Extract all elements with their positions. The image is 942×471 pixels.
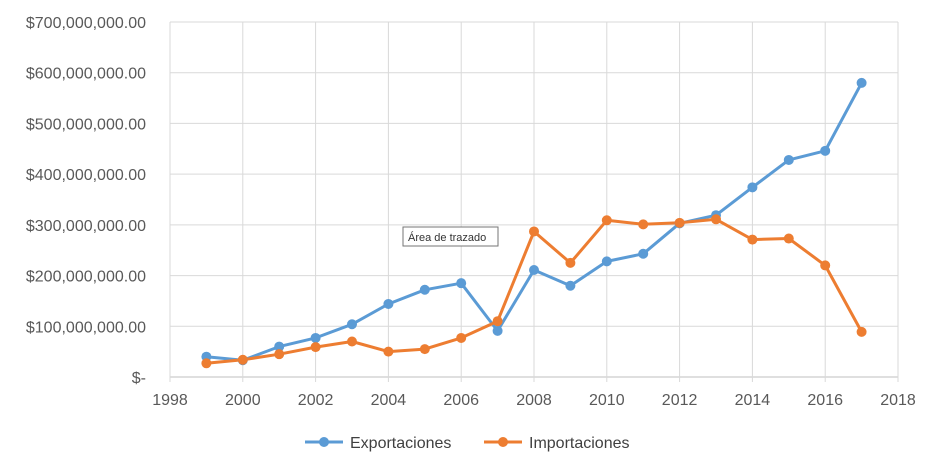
data-point-importaciones — [201, 358, 212, 369]
y-tick-label: $300,000,000.00 — [26, 218, 146, 235]
x-tick-label: 1998 — [152, 392, 188, 409]
x-tick-label: 2010 — [589, 392, 625, 409]
data-point-importaciones — [456, 332, 467, 343]
x-tick-label: 2012 — [662, 392, 698, 409]
x-tick-label: 2008 — [516, 392, 552, 409]
data-point-importaciones — [783, 233, 794, 244]
x-tick-label: 2014 — [735, 392, 771, 409]
x-tick-label: 2016 — [807, 392, 843, 409]
y-tick-label: $700,000,000.00 — [26, 15, 146, 32]
data-point-importaciones — [347, 336, 357, 347]
data-point-exportaciones — [456, 278, 467, 289]
data-point-importaciones — [674, 217, 685, 228]
data-point-importaciones — [492, 316, 503, 327]
data-point-importaciones — [565, 257, 576, 268]
y-axis-tick-labels: $- $100,000,000.00 $200,000,000.00 $300,000… — [26, 15, 146, 387]
data-point-exportaciones — [565, 280, 576, 291]
legend-marker — [319, 437, 329, 447]
x-tick-label: 2004 — [371, 392, 407, 409]
legend-label: Importaciones — [529, 435, 630, 452]
data-point-exportaciones — [419, 284, 430, 295]
data-point-importaciones — [274, 349, 285, 360]
data-point-exportaciones — [347, 319, 357, 330]
tooltip-box — [402, 226, 499, 247]
data-point-importaciones — [601, 215, 612, 226]
x-tick-label: 2018 — [880, 392, 916, 409]
data-point-exportaciones — [310, 332, 321, 343]
data-point-exportaciones — [783, 154, 794, 165]
data-point-exportaciones — [601, 256, 612, 267]
data-point-importaciones — [419, 344, 430, 355]
y-tick-label: $- — [132, 370, 146, 387]
y-tick-label: $600,000,000.00 — [26, 66, 146, 83]
x-tick-label: 2000 — [225, 392, 261, 409]
data-point-exportaciones — [747, 182, 758, 193]
y-tick-label: $400,000,000.00 — [26, 167, 146, 184]
legend-marker — [498, 437, 508, 447]
x-tick-label: 2002 — [298, 392, 334, 409]
data-point-exportaciones — [820, 145, 831, 156]
data-point-exportaciones — [638, 248, 649, 259]
data-point-exportaciones — [856, 77, 867, 88]
data-point-exportaciones — [274, 341, 285, 352]
y-tick-label: $500,000,000.00 — [26, 116, 146, 133]
data-point-importaciones — [638, 219, 649, 230]
y-tick-label: $100,000,000.00 — [26, 319, 146, 336]
x-axis-tick-labels: 1998 2000 2002 2004 2006 2008 2010 2012 2014 2016… — [152, 392, 916, 409]
grid-lines — [169, 21, 899, 382]
legend-item-exportaciones: Exportaciones — [305, 435, 451, 452]
data-point-importaciones — [747, 234, 758, 245]
data-point-importaciones — [383, 346, 394, 357]
data-point-importaciones — [820, 260, 831, 271]
legend: Exportaciones Importaciones — [305, 435, 630, 452]
legend-item-importaciones: Importaciones — [484, 435, 630, 452]
tooltip-text: Área de trazado — [408, 231, 486, 244]
data-point-exportaciones — [529, 264, 539, 275]
data-point-importaciones — [529, 226, 539, 237]
data-point-importaciones — [237, 354, 248, 365]
data-point-exportaciones — [492, 325, 503, 336]
data-point-importaciones — [310, 342, 321, 353]
data-point-exportaciones — [383, 298, 394, 309]
series-points — [201, 77, 867, 369]
legend-label: Exportaciones — [350, 435, 451, 452]
plot-area-tooltip: Área de trazado — [402, 226, 499, 247]
data-point-importaciones — [711, 214, 721, 225]
y-tick-label: $200,000,000.00 — [26, 269, 146, 286]
x-tick-label: 2006 — [443, 392, 479, 409]
data-point-importaciones — [856, 326, 867, 337]
